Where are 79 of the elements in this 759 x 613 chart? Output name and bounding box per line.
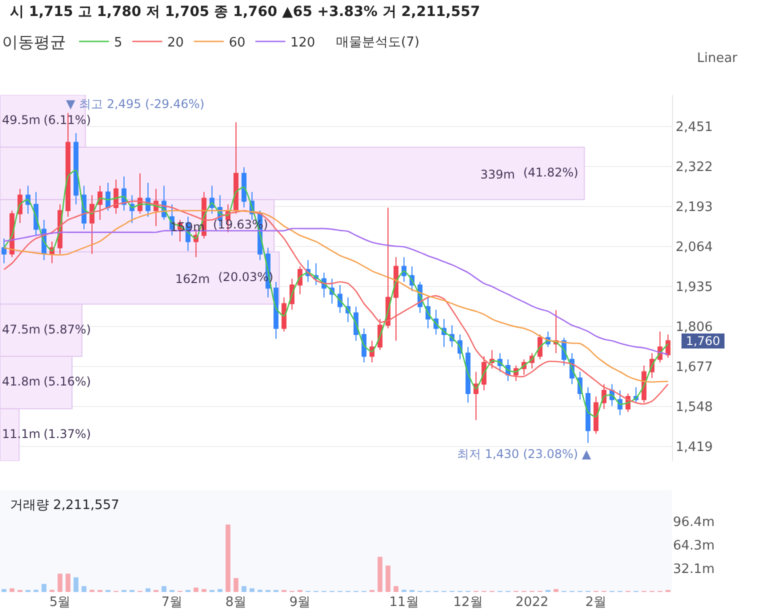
candlestick	[234, 122, 238, 214]
data-label: 41.8m	[2, 374, 40, 389]
data-label: 162m	[175, 272, 210, 286]
y-tick-label: 1,806	[676, 320, 713, 336]
bar	[202, 589, 206, 592]
candlestick	[282, 296, 286, 332]
bar	[194, 588, 198, 592]
y-tick-label: 1,677	[676, 360, 713, 376]
bar	[162, 586, 166, 592]
y-tick-label: 1,935	[676, 280, 713, 296]
candlestick	[394, 256, 398, 342]
data-label: 49.5m	[2, 113, 40, 128]
candlestick	[2, 238, 6, 264]
line-series	[3, 200, 669, 405]
bar	[2, 589, 6, 592]
x-tick-label: 2022	[515, 595, 549, 610]
text: 거래량 2,211,557	[10, 498, 120, 513]
legend-title: 이동평균	[2, 32, 66, 52]
y-tick-label: 2,064	[676, 240, 713, 256]
y-tick-label: 2,451	[676, 120, 713, 136]
bar	[66, 574, 70, 592]
x-tick-label: 9월	[289, 595, 311, 610]
bar	[554, 589, 558, 592]
bar	[378, 556, 382, 592]
bar	[218, 589, 222, 592]
bar	[250, 588, 254, 592]
bar	[386, 566, 390, 592]
candlestick	[362, 328, 366, 363]
y-tick-label: 1,419	[676, 440, 713, 455]
candlestick	[90, 194, 94, 254]
annotation: (5.87%)	[44, 322, 91, 336]
bar	[394, 586, 398, 592]
y-tick-label: 2,322	[676, 160, 713, 176]
annotation: (1.37%)	[44, 426, 91, 441]
x-tick-label: 5월	[49, 595, 71, 610]
data-label: 339m	[480, 168, 515, 182]
x-tick-label: 2월	[585, 595, 607, 610]
candlestick	[274, 281, 278, 340]
annotation: ▼ 최고 2,495 (-29.46%)	[66, 97, 204, 111]
annotation: (5.16%)	[44, 374, 91, 389]
bar	[10, 588, 14, 592]
chart-title: 시 1,715 고 1,780 저 1,705 종 1,760 ▲65 +3.83% 거 2,211,557	[10, 4, 480, 20]
bar	[82, 586, 86, 592]
x-tick-label: 11월	[389, 595, 419, 610]
candlestick	[466, 346, 470, 404]
bar	[146, 588, 150, 592]
candlestick	[538, 334, 542, 360]
y-tick-label: 32.1m	[673, 562, 715, 577]
x-tick-label: 8월	[225, 595, 247, 610]
legend-label: 5	[114, 36, 122, 51]
legend-label: 120	[290, 36, 316, 51]
bar	[58, 574, 62, 592]
bar	[234, 578, 238, 592]
data-label: 159m	[170, 220, 205, 234]
bar	[42, 584, 46, 592]
chart-title: 매물분석도(7)	[336, 35, 420, 50]
annotation: 최저 1,430 (23.08%) ▲	[457, 447, 592, 461]
y-tick-label: 96.4m	[673, 514, 715, 530]
candlestick	[586, 386, 590, 444]
x-tick-label: 12월	[453, 595, 483, 610]
y-tick-label: 64.3m	[673, 538, 715, 554]
legend-label: 20	[167, 36, 184, 51]
candlestick	[474, 371, 478, 421]
annotation: (41.82%)	[523, 165, 578, 180]
data-label: 47.5m	[2, 322, 40, 336]
candlestick	[74, 132, 78, 205]
candlestick	[594, 396, 598, 434]
bar	[242, 586, 246, 592]
bar	[74, 577, 78, 592]
y-tick-label: 2,193	[676, 200, 713, 216]
candlestick	[242, 166, 246, 208]
bar	[226, 524, 230, 592]
candlestick	[666, 334, 670, 358]
data-label: 11.1m	[2, 426, 40, 441]
text: 1,760	[682, 334, 724, 348]
legend-label: 60	[228, 36, 246, 51]
text: Linear	[697, 51, 738, 66]
x-tick-label: 7월	[161, 595, 183, 610]
y-tick-label: 1,548	[676, 400, 713, 416]
